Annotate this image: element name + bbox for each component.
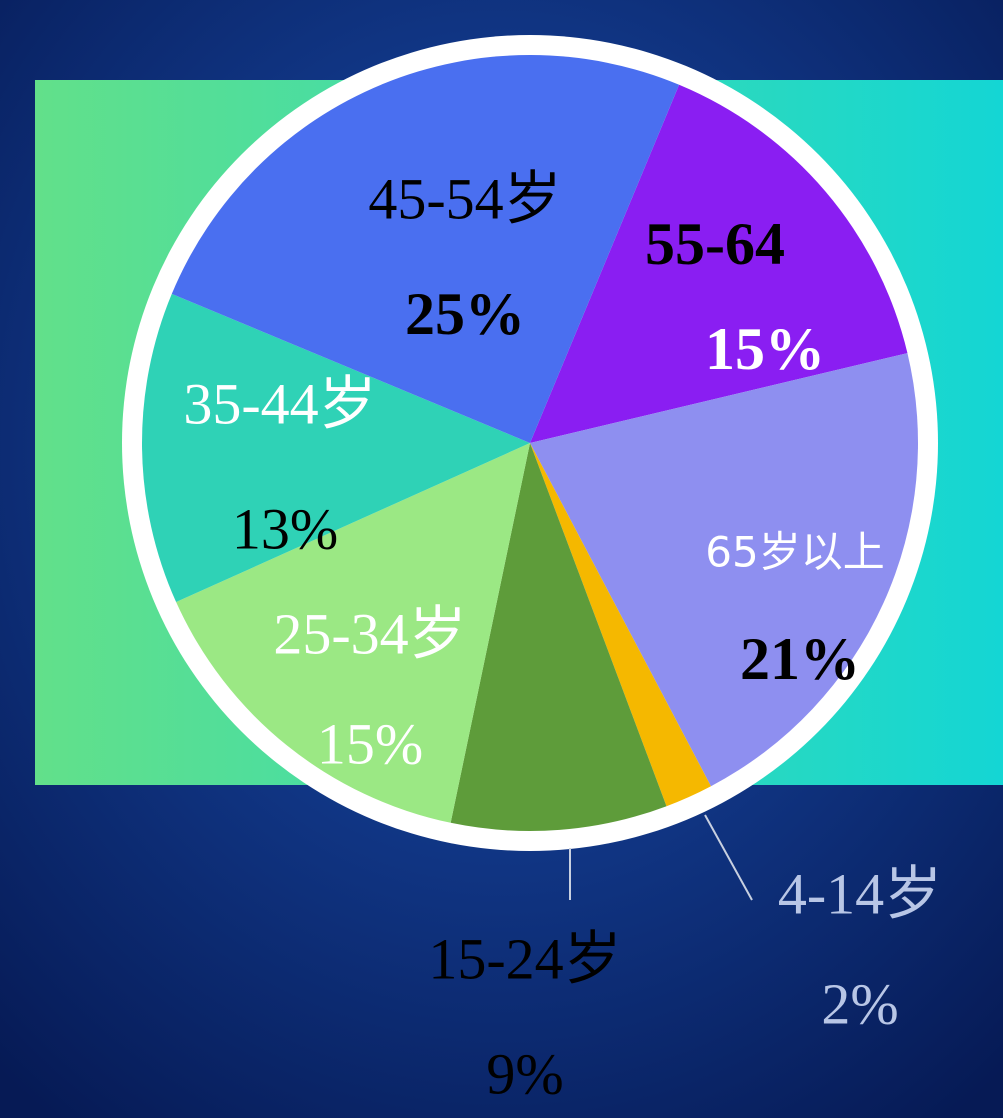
value-label: 2% [821,971,898,1036]
pie-slice [176,443,530,823]
slices [142,54,918,831]
value-label: 13% [232,496,338,561]
value-label: 25% [405,281,525,347]
pie-slice [530,353,918,787]
value-label: 9% [486,1041,563,1106]
category-label: 35-44岁 [183,371,376,436]
category-label: 25-34岁 [273,601,466,666]
pie-slice [171,54,680,444]
category-label: 45-54岁 [368,166,561,231]
leader-line [704,814,753,901]
pie-slice [450,443,667,831]
pie-slice [530,84,908,443]
value-label: 15% [705,316,825,382]
labels: 55-64 15% 65岁以上 21% 4-14岁 2% 15-24岁 9% 25-34岁 15%… [183,166,942,1106]
category-label: 65岁以上 [705,528,884,577]
category-label: 55-64 [645,211,785,277]
value-label: 21% [740,626,860,692]
pie-slice [142,293,531,603]
value-label: 15% [317,711,423,776]
category-label: 4-14岁 [778,861,942,926]
pie-slice [530,443,711,807]
category-label: 15-24岁 [428,926,621,991]
